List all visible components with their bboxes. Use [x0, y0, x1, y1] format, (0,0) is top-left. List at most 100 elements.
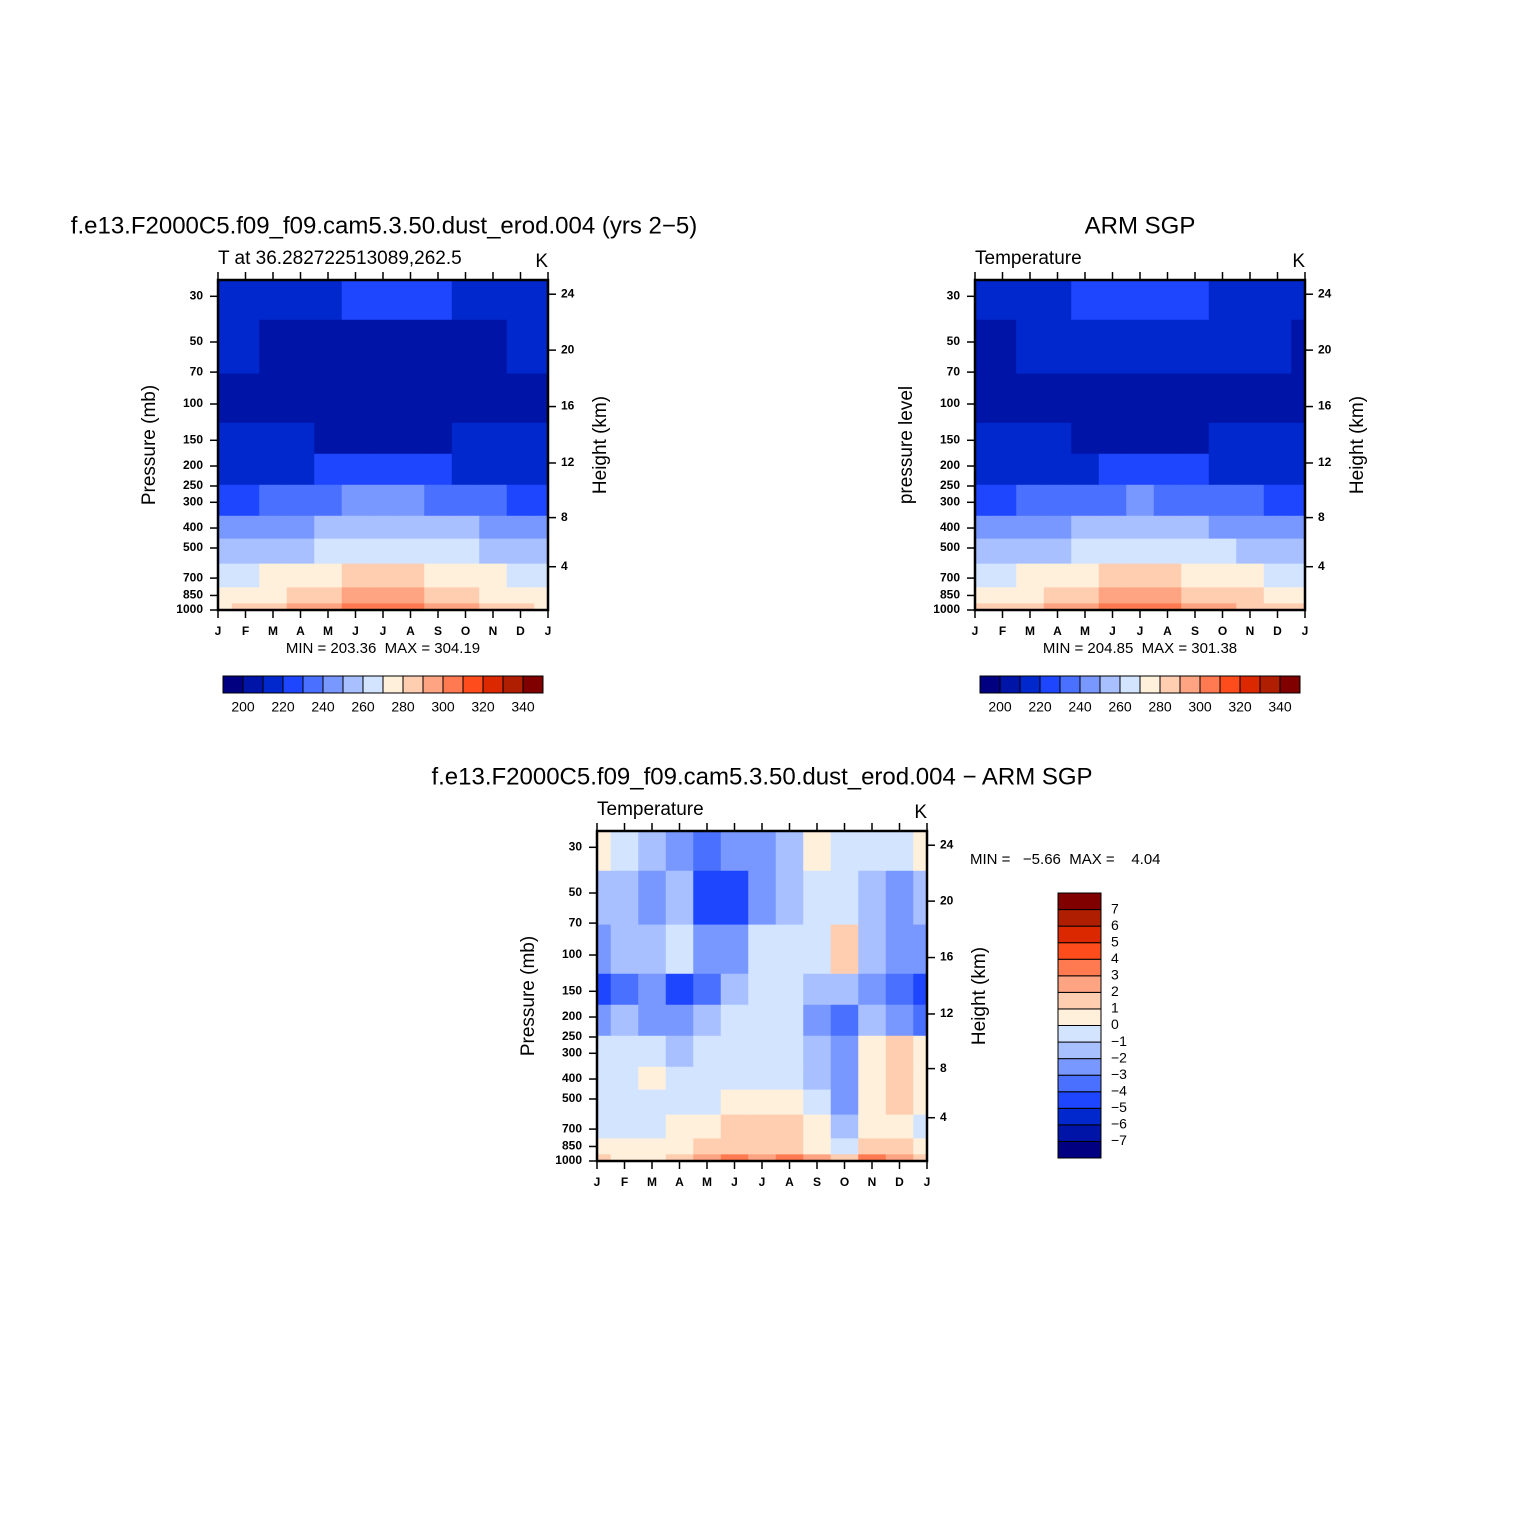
- contour-cell: [610, 924, 639, 974]
- contour-cell: [424, 453, 453, 485]
- contour-cell: [1236, 563, 1265, 588]
- contour-cell: [775, 1137, 804, 1155]
- contour-cell: [218, 563, 233, 588]
- colorbar-box: [1119, 675, 1141, 694]
- contour-cell: [1236, 453, 1265, 485]
- contour-cell: [1181, 602, 1210, 611]
- colorbar-box: [1057, 942, 1102, 960]
- contour-cell: [597, 831, 612, 871]
- contour-cell: [286, 280, 315, 320]
- colorbar-label: 7: [1111, 900, 1119, 916]
- y-tick-label: 250: [183, 478, 203, 492]
- colorbar-label: −6: [1111, 1116, 1127, 1132]
- y-tick-label: 70: [190, 364, 204, 378]
- contour-cell: [1291, 515, 1306, 539]
- colorbar-box: [442, 675, 464, 694]
- contour-cell: [775, 870, 804, 925]
- contour-cell: [1126, 586, 1155, 604]
- colorbar-box: [502, 675, 524, 694]
- contour-cell: [975, 453, 990, 485]
- contour-cell: [231, 422, 260, 454]
- x-tick-label: S: [813, 1175, 821, 1189]
- colorbar-label: 320: [1228, 699, 1252, 715]
- contour-cell: [1043, 586, 1072, 604]
- contour-cell: [1126, 538, 1155, 564]
- contour-cell: [665, 924, 694, 974]
- contour-cell: [748, 1035, 777, 1067]
- contour-cell: [988, 319, 1017, 374]
- colorbar-box: [1057, 1058, 1102, 1076]
- contour-cell: [975, 422, 990, 454]
- contour-cell: [830, 1004, 859, 1036]
- contour-cell: [610, 1066, 639, 1090]
- colorbar-label: 240: [1068, 699, 1092, 715]
- contour-cell: [720, 1114, 749, 1139]
- contour-cell: [424, 515, 453, 539]
- contour-cell: [858, 1114, 887, 1139]
- x-tick-label: A: [296, 624, 305, 638]
- colorbar-box: [1057, 1140, 1102, 1159]
- contour-cell: [259, 422, 288, 454]
- x-tick-label: N: [489, 624, 498, 638]
- contour-cell: [218, 373, 233, 423]
- colorbar-box: [1057, 1091, 1102, 1109]
- contour-cell: [369, 453, 398, 485]
- contour-cell: [988, 280, 1017, 320]
- subtitle-right: K: [914, 802, 927, 823]
- contour-cell: [1071, 319, 1100, 374]
- colorbar-box: [1057, 909, 1102, 927]
- contour-cell: [369, 280, 398, 320]
- contour-cell: [975, 563, 990, 588]
- contour-cell: [858, 1137, 887, 1155]
- contour-cell: [231, 602, 260, 611]
- contour-cell: [1153, 484, 1182, 516]
- contour-cell: [885, 1004, 914, 1036]
- contour-cell: [1291, 373, 1306, 423]
- contour-cell: [638, 1089, 667, 1115]
- contour-cell: [1071, 538, 1100, 564]
- contour-cell: [720, 1153, 749, 1162]
- contour-cell: [803, 1114, 832, 1139]
- contour-cell: [314, 538, 343, 564]
- contour-cell: [479, 453, 508, 485]
- contour-cell: [479, 602, 508, 611]
- contour-cell: [638, 1035, 667, 1067]
- subtitle-left: Temperature: [975, 248, 1082, 269]
- contour-cell: [913, 1066, 928, 1090]
- x-tick-label: A: [406, 624, 415, 638]
- contour-cell: [424, 602, 453, 611]
- y-tick-label: 150: [940, 432, 960, 446]
- contour-cell: [506, 422, 535, 454]
- y-tick-label: 150: [183, 432, 203, 446]
- y2-tick-label: 24: [940, 837, 954, 851]
- y-tick-label: 70: [947, 364, 961, 378]
- contour-cell: [506, 319, 535, 374]
- x-tick-label: J: [594, 1175, 601, 1189]
- contour-cell: [259, 373, 288, 423]
- colorbar-box: [1057, 1124, 1102, 1142]
- colorbar-box: [1057, 991, 1102, 1010]
- y2-tick-label: 8: [561, 510, 568, 524]
- contour-cell: [1126, 484, 1155, 516]
- contour-cell: [1098, 453, 1127, 485]
- y-tick-label: 100: [562, 947, 582, 961]
- contour-cell: [479, 319, 508, 374]
- x-tick-label: J: [1109, 624, 1116, 638]
- y2-tick-label: 8: [940, 1061, 947, 1075]
- y-tick-label: 700: [183, 570, 203, 584]
- contour-cell: [1208, 484, 1237, 516]
- contour-cell: [314, 602, 343, 611]
- contour-cell: [610, 831, 639, 871]
- contour-cell: [479, 280, 508, 320]
- contour-cell: [341, 453, 370, 485]
- contour-cell: [597, 1114, 612, 1139]
- contour-cell: [1263, 422, 1292, 454]
- contour-cell: [610, 1035, 639, 1067]
- x-tick-label: A: [785, 1175, 794, 1189]
- y-tick-label: 50: [190, 334, 204, 348]
- y-tick-label: 100: [940, 396, 960, 410]
- contour-cell: [803, 1066, 832, 1090]
- contour-cell: [1236, 586, 1265, 604]
- contour-cell: [534, 280, 549, 320]
